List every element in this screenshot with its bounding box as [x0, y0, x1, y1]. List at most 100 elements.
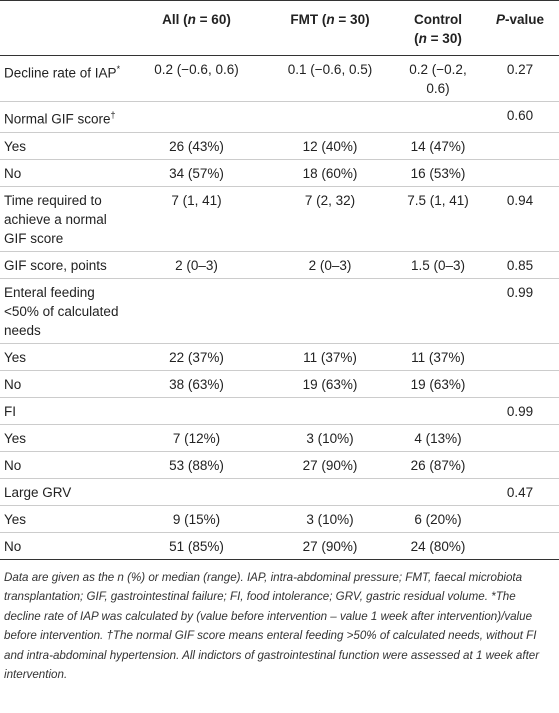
value-cell: 26 (43%) — [128, 131, 265, 159]
value-cell — [265, 477, 395, 505]
value-cell — [128, 277, 265, 343]
cell-text: 0.47 — [506, 484, 534, 500]
value-cell: 0.99 — [481, 396, 559, 424]
value-cell — [481, 369, 559, 397]
value-cell — [481, 131, 559, 159]
table-row: Enteral feeding <50% of calculated needs… — [0, 277, 559, 343]
cell-text: 0.60 — [506, 108, 534, 123]
value-cell: 14 (47%) — [395, 131, 481, 159]
value-cell: 26 (87%) — [395, 450, 481, 478]
header-text: Control — [414, 12, 462, 27]
value-cell: 7 (1, 41) — [128, 185, 265, 251]
cell-text: 0.94 — [506, 192, 534, 208]
footnote-marker: * — [116, 64, 121, 74]
header-text: = 60) — [195, 12, 231, 27]
cell-text: 18 (60%) — [302, 165, 358, 181]
value-cell: 7 (2, 32) — [265, 185, 395, 251]
cell-text: 53 (88%) — [169, 457, 224, 473]
row-label: No — [4, 538, 22, 554]
cell-text: 0.99 — [506, 403, 534, 419]
header-text: n — [187, 12, 196, 27]
value-cell: 3 (10%) — [265, 423, 395, 451]
cell-text: 3 (10%) — [306, 430, 354, 446]
table-row: No 38 (63%) 19 (63%) 19 (63%) — [0, 369, 559, 397]
value-cell: 0.99 — [481, 277, 559, 343]
header-row: All (n = 60) FMT (n = 30) Control (n = 30… — [0, 0, 559, 56]
value-cell — [395, 277, 481, 343]
row-label-cell: FI — [0, 396, 128, 424]
cell-text: 0.85 — [506, 257, 534, 273]
value-cell: 7.5 (1, 41) — [395, 185, 481, 251]
value-cell: 3 (10%) — [265, 504, 395, 532]
row-label: FI — [4, 403, 16, 419]
row-label-cell: No — [0, 369, 128, 397]
row-label-cell: Yes — [0, 504, 128, 532]
header-text: -value — [504, 12, 545, 27]
value-cell — [128, 477, 265, 505]
header-cell: P-value — [481, 0, 559, 56]
cell-text: 12 (40%) — [302, 138, 358, 154]
cell-text: 27 (90%) — [302, 457, 358, 473]
cell-text: 22 (37%) — [169, 349, 224, 365]
cell-text: 26 (87%) — [410, 457, 466, 473]
value-cell: 51 (85%) — [128, 531, 265, 559]
header-cell: FMT (n = 30) — [265, 0, 395, 56]
cell-text: 6 (20%) — [414, 511, 462, 527]
header-text: P — [495, 12, 505, 27]
header-text: = 30) — [334, 12, 370, 27]
value-cell: 0.2 (−0.2, 0.6) — [395, 56, 481, 102]
header-cell: Control (n = 30) — [395, 0, 481, 56]
value-cell: 1.5 (0–3) — [395, 250, 481, 278]
value-cell: 0.60 — [481, 101, 559, 132]
table-row: No 34 (57%) 18 (60%) 16 (53%) — [0, 158, 559, 186]
value-cell: 27 (90%) — [265, 450, 395, 478]
table-row: GIF score, points 2 (0–3) 2 (0–3) 1.5 (0–3)… — [0, 250, 559, 278]
cell-text: 51 (85%) — [169, 538, 224, 554]
value-cell: 2 (0–3) — [265, 250, 395, 278]
table-row: FI 0.99 — [0, 396, 559, 424]
cell-text: 0.27 — [506, 62, 534, 77]
cell-text: 11 (37%) — [303, 349, 357, 365]
cell-text: 7 (12%) — [172, 430, 221, 446]
table-row: Yes 9 (15%) 3 (10%) 6 (20%) — [0, 504, 559, 532]
value-cell — [481, 423, 559, 451]
row-label: No — [4, 457, 22, 473]
cell-text: 0.1 (−0.6, 0.5) — [287, 62, 373, 77]
cell-text: 9 (15%) — [172, 511, 221, 527]
cell-text: 16 (53%) — [410, 165, 466, 181]
row-label: No — [4, 376, 22, 392]
row-label-cell: Decline rate of IAP* — [0, 56, 128, 102]
value-cell — [395, 396, 481, 424]
cell-text: 3 (10%) — [306, 511, 354, 527]
value-cell: 0.47 — [481, 477, 559, 505]
row-label: Yes — [4, 349, 27, 365]
cell-text: 34 (57%) — [169, 165, 224, 181]
table-row: Yes 7 (12%) 3 (10%) 4 (13%) — [0, 423, 559, 451]
header-cell: All (n = 60) — [128, 0, 265, 56]
value-cell: 24 (80%) — [395, 531, 481, 559]
value-cell: 19 (63%) — [265, 369, 395, 397]
table-row: Large GRV 0.47 — [0, 477, 559, 505]
footnote-marker: † — [110, 110, 116, 120]
footnote: Data are given as the n (%) or median (r… — [4, 570, 540, 682]
row-label: Enteral feeding <50% of calculated needs — [4, 284, 119, 338]
value-cell: 0.94 — [481, 185, 559, 251]
value-cell: 12 (40%) — [265, 131, 395, 159]
row-label: GIF score, points — [4, 257, 107, 273]
value-cell: 7 (12%) — [128, 423, 265, 451]
value-cell: 18 (60%) — [265, 158, 395, 186]
row-label-cell: GIF score, points — [0, 250, 128, 278]
value-cell: 9 (15%) — [128, 504, 265, 532]
row-label-cell: Yes — [0, 131, 128, 159]
cell-text: 4 (13%) — [414, 430, 462, 446]
value-cell — [395, 101, 481, 132]
header-text: All ( — [162, 12, 188, 27]
row-label: Normal GIF score — [4, 111, 111, 127]
row-label-cell: No — [0, 450, 128, 478]
row-label-cell: Time required to achieve a normal GIF sc… — [0, 185, 128, 251]
value-cell: 6 (20%) — [395, 504, 481, 532]
cell-text: 0.2 (−0.2, 0.6) — [409, 62, 467, 96]
value-cell — [395, 477, 481, 505]
row-label-cell: Enteral feeding <50% of calculated needs — [0, 277, 128, 343]
